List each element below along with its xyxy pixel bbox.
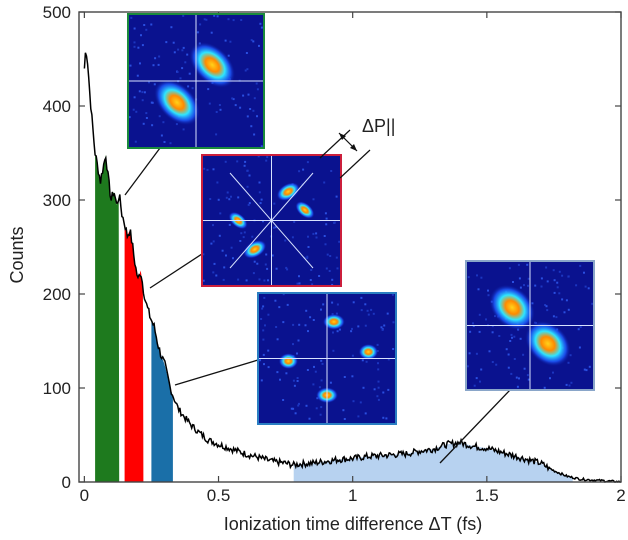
shaded-region-4: [293, 442, 573, 482]
axes-frame: [78, 11, 622, 483]
y-tick-label: 300: [43, 191, 71, 210]
delta-p-label: ΔP||: [362, 116, 395, 136]
shaded-region-1: [95, 153, 120, 482]
inset-two-lobes-diagonal: [465, 260, 595, 391]
y-tick-label: 100: [43, 379, 71, 398]
inset-four-lobes: [257, 292, 397, 425]
x-tick-label: 0: [80, 486, 89, 505]
x-axis-label: Ionization time difference ΔT (fs): [224, 514, 482, 534]
y-tick-label: 0: [62, 473, 71, 492]
y-axis-label: Counts: [7, 226, 27, 283]
inset-four-lobes-rotated: [201, 154, 342, 287]
inset-leader-lines: [124, 147, 511, 464]
y-tick-label: 400: [43, 97, 71, 116]
x-tick-label: 1.5: [475, 486, 499, 505]
shaded-region-2: [124, 223, 144, 482]
shaded-regions: [95, 153, 573, 482]
counts-curve: [83, 52, 621, 483]
inset-leader-line: [149, 251, 206, 289]
detector-insets: [127, 13, 595, 425]
x-tick-label: 0.5: [207, 486, 231, 505]
y-tick-label: 500: [43, 3, 71, 22]
inset-two-lobes-diagonal: [127, 13, 265, 149]
y-tick-label: 200: [43, 285, 71, 304]
shaded-region-3: [151, 320, 173, 482]
ticks: 0 0.5 1 1.5 2 0 100 200 300 400 500: [43, 3, 626, 505]
x-tick-label: 2: [616, 486, 625, 505]
delta-p-annotation: ΔP||: [319, 116, 395, 179]
inset-leader-line: [174, 359, 259, 386]
inset-leader-line: [439, 389, 511, 464]
x-tick-label: 1: [348, 486, 357, 505]
inset-leader-line: [124, 147, 161, 196]
